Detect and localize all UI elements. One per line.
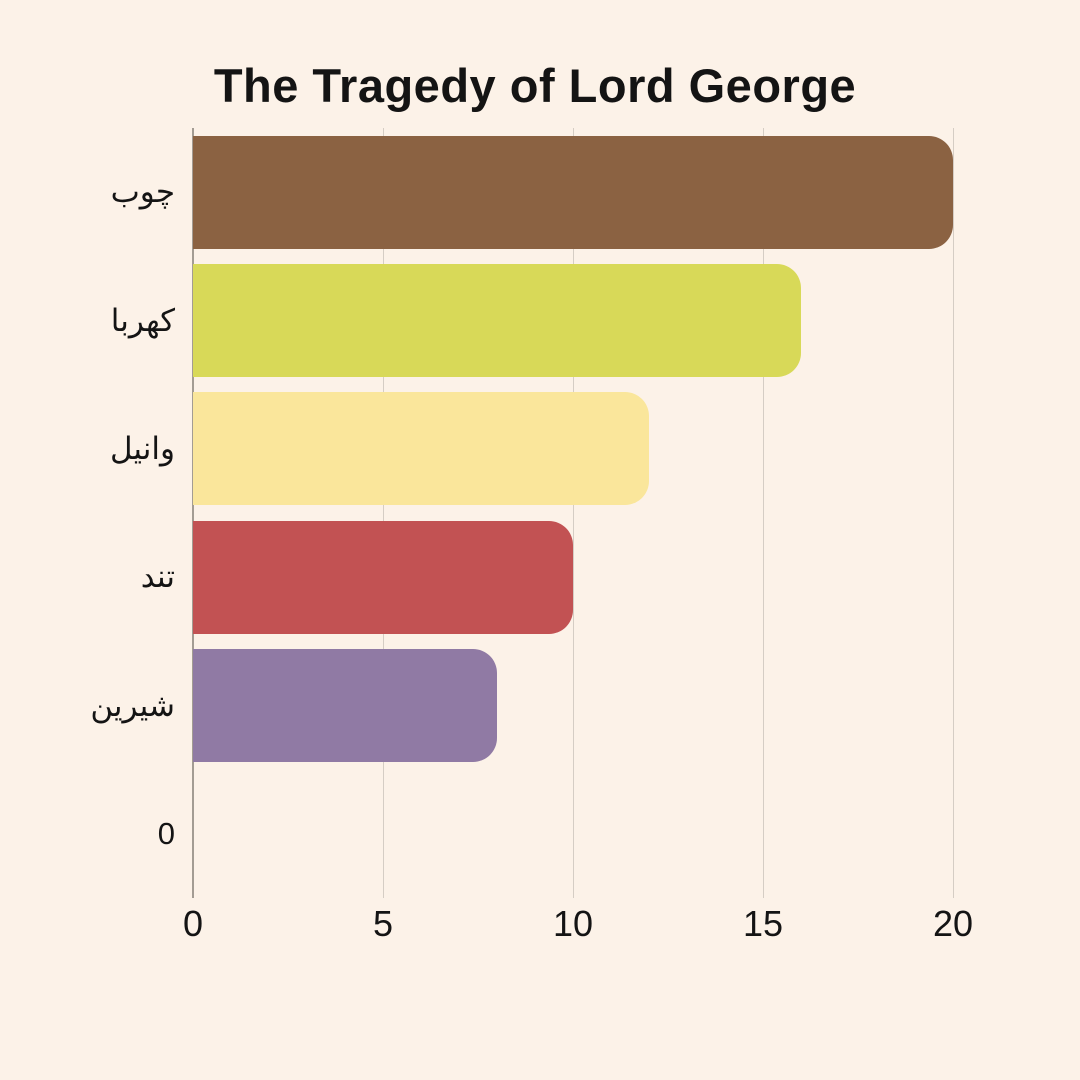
- gridline: [953, 128, 954, 898]
- x-tick-label: 10: [552, 903, 594, 944]
- bar: [193, 135, 953, 249]
- gridline: [763, 128, 764, 898]
- x-tick-label: 20: [932, 903, 974, 944]
- bar: [193, 392, 649, 506]
- y-axis-line: [192, 128, 194, 898]
- bar: [193, 648, 497, 763]
- chart-title: The Tragedy of Lord George: [213, 59, 857, 112]
- gridline: [573, 128, 574, 898]
- category-label: کهربا: [110, 302, 175, 338]
- bar: [193, 263, 801, 378]
- category-label: تند: [140, 559, 175, 595]
- x-tick-label: 0: [182, 903, 204, 944]
- gridline: [383, 128, 384, 898]
- x-tick-label: 15: [742, 903, 784, 944]
- bar: [193, 520, 573, 634]
- category-label: شیرین: [90, 687, 175, 723]
- category-label: 0: [157, 815, 175, 851]
- category-label: چوب: [110, 174, 175, 210]
- x-tick-label: 5: [372, 903, 394, 944]
- category-label: وانیل: [109, 430, 175, 466]
